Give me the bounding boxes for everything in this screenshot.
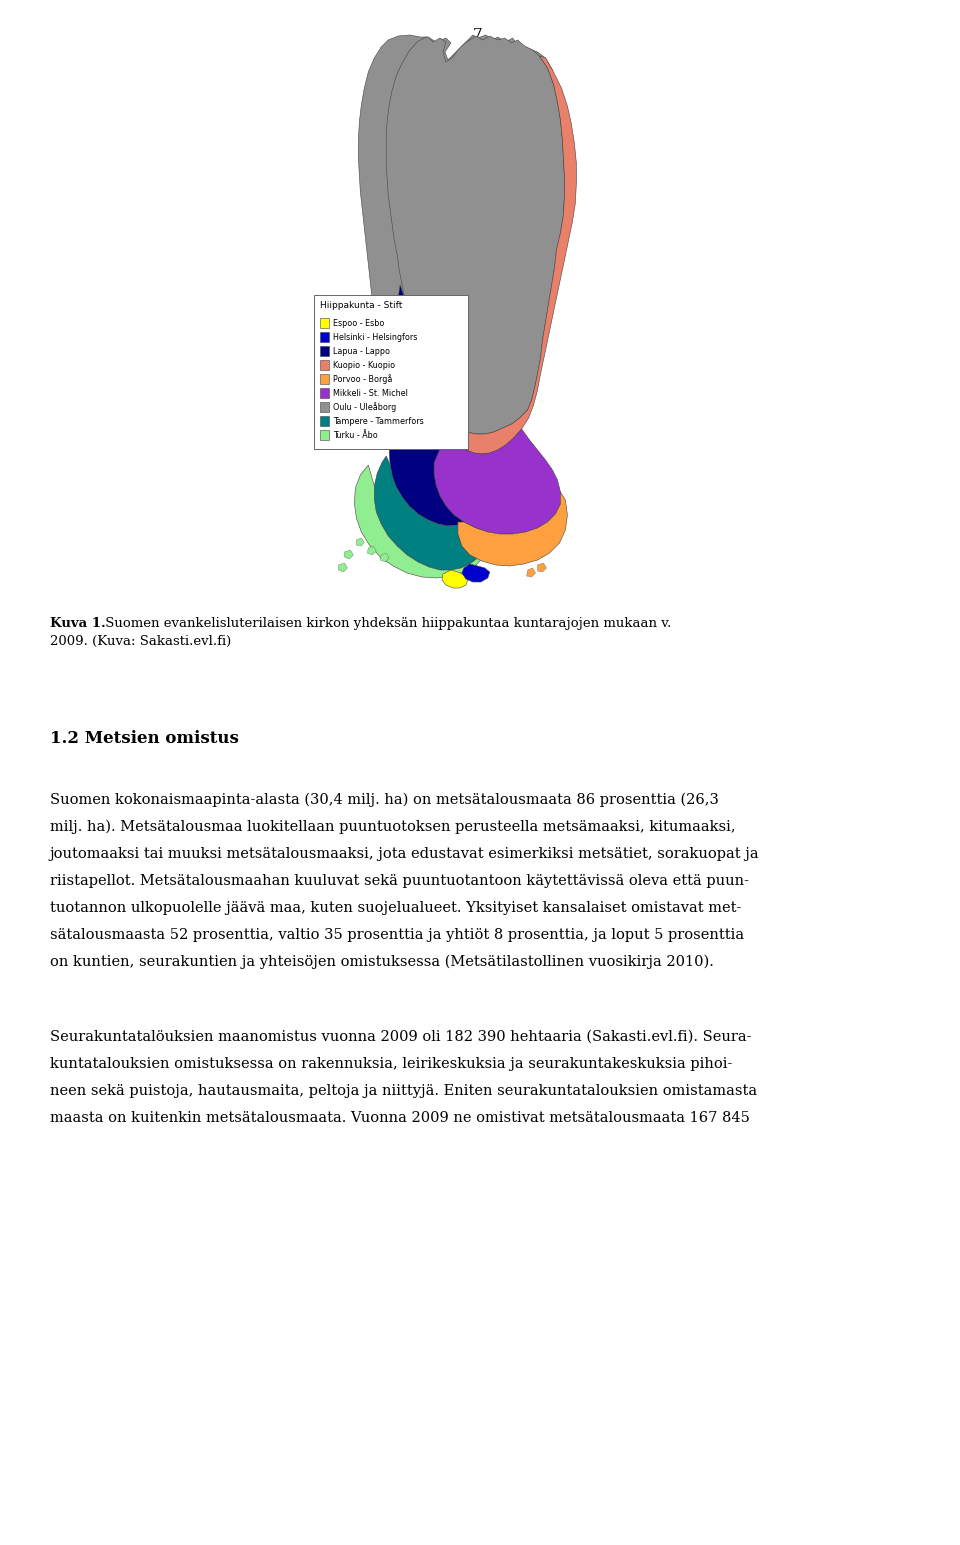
Text: maasta on kuitenkin metsätalousmaata. Vuonna 2009 ne omistivat metsätalousmaata : maasta on kuitenkin metsätalousmaata. Vu… <box>50 1111 750 1125</box>
Text: milj. ha). Metsätalousmaa luokitellaan puuntuotoksen perusteella metsämaaksi, ki: milj. ha). Metsätalousmaa luokitellaan p… <box>50 820 735 834</box>
Text: kuntatalouksien omistuksessa on rakennuksia, leirikeskuksia ja seurakuntakeskuks: kuntatalouksien omistuksessa on rakennuk… <box>50 1057 732 1071</box>
Text: Tampere - Tammerfors: Tampere - Tammerfors <box>333 417 424 425</box>
Text: 7: 7 <box>473 28 483 42</box>
Polygon shape <box>339 562 348 572</box>
Bar <box>320 416 329 426</box>
Polygon shape <box>527 569 536 576</box>
Text: riistapellot. Metsätalousmaahan kuuluvat sekä puuntuotantoon käytettävissä oleva: riistapellot. Metsätalousmaahan kuuluvat… <box>50 874 749 888</box>
Text: Lapua - Lappo: Lapua - Lappo <box>333 346 391 355</box>
Text: sätalousmaasta 52 prosenttia, valtio 35 prosenttia ja yhtiöt 8 prosenttia, ja lo: sätalousmaasta 52 prosenttia, valtio 35 … <box>50 929 744 942</box>
Text: Hiippakunta - Stift: Hiippakunta - Stift <box>320 301 402 311</box>
Polygon shape <box>356 538 365 545</box>
Bar <box>314 295 468 450</box>
Text: Suomen kokonaismaapinta-alasta (30,4 milj. ha) on metsätalousmaata 86 prosenttia: Suomen kokonaismaapinta-alasta (30,4 mil… <box>50 793 719 808</box>
Polygon shape <box>358 36 565 453</box>
Polygon shape <box>374 456 488 570</box>
Text: on kuntien, seurakuntien ja yhteisöjen omistuksessa (Metsätilastollinen vuosikir: on kuntien, seurakuntien ja yhteisöjen o… <box>50 955 713 969</box>
Bar <box>320 388 329 399</box>
Bar <box>320 332 329 341</box>
Text: Porvoo - Borgå: Porvoo - Borgå <box>333 374 393 385</box>
Polygon shape <box>380 553 389 562</box>
Text: Kuopio - Kuopio: Kuopio - Kuopio <box>333 360 396 369</box>
Text: Oulu - Uleåborg: Oulu - Uleåborg <box>333 402 396 413</box>
Bar <box>320 360 329 369</box>
Text: neen sekä puistoja, hautausmaita, peltoja ja niittyjä. Eniten seurakuntatalouksi: neen sekä puistoja, hautausmaita, peltoj… <box>50 1085 756 1098</box>
Polygon shape <box>389 284 464 525</box>
Text: Turku - Åbo: Turku - Åbo <box>333 431 378 439</box>
Text: 2009. (Kuva: Sakasti.evl.fi): 2009. (Kuva: Sakasti.evl.fi) <box>50 635 231 647</box>
Text: 1.2 Metsien omistus: 1.2 Metsien omistus <box>50 729 239 746</box>
Polygon shape <box>345 550 353 559</box>
Bar <box>320 318 329 328</box>
Polygon shape <box>354 465 488 578</box>
Text: Espoo - Esbo: Espoo - Esbo <box>333 318 385 328</box>
Polygon shape <box>386 36 564 434</box>
Text: Seurakuntatalöuksien maanomistus vuonna 2009 oli 182 390 hehtaaria (Sakasti.evl.: Seurakuntatalöuksien maanomistus vuonna … <box>50 1031 752 1044</box>
Bar <box>320 402 329 413</box>
Polygon shape <box>434 430 561 535</box>
Text: tuotannon ulkopuolelle jäävä maa, kuten suojelualueet. Yksityiset kansalaiset om: tuotannon ulkopuolelle jäävä maa, kuten … <box>50 901 741 915</box>
Text: Helsinki - Helsingfors: Helsinki - Helsingfors <box>333 332 418 341</box>
Text: joutomaaksi tai muuksi metsätalousmaaksi, jota edustavat esimerkiksi metsätiet, : joutomaaksi tai muuksi metsätalousmaaksi… <box>50 847 759 861</box>
Text: Kuva 1.: Kuva 1. <box>50 616 106 630</box>
Bar <box>320 430 329 440</box>
Bar <box>320 374 329 385</box>
Polygon shape <box>462 564 490 582</box>
Polygon shape <box>458 491 567 565</box>
Polygon shape <box>443 56 576 454</box>
Bar <box>320 346 329 355</box>
Text: Mikkeli - St. Michel: Mikkeli - St. Michel <box>333 388 408 397</box>
Polygon shape <box>538 562 546 572</box>
Polygon shape <box>442 570 468 589</box>
Polygon shape <box>368 545 376 555</box>
Text: Suomen evankelisluterilaisen kirkon yhdeksän hiippakuntaa kuntarajojen mukaan v.: Suomen evankelisluterilaisen kirkon yhde… <box>101 616 671 630</box>
